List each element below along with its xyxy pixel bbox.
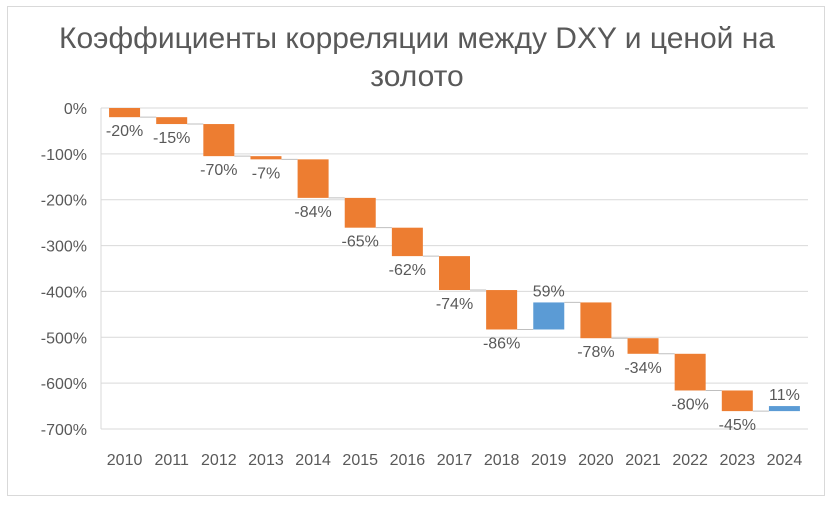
bar-2014 — [297, 159, 329, 198]
x-tick-label: 2012 — [201, 452, 237, 469]
bar-2023 — [721, 390, 753, 412]
x-tick-label: 2013 — [248, 452, 284, 469]
data-label: -45% — [719, 417, 756, 434]
data-label: -7% — [252, 165, 280, 182]
bar-2021 — [627, 338, 659, 354]
data-label: -80% — [671, 396, 708, 413]
data-label: -70% — [200, 162, 237, 179]
x-tick-label: 2011 — [154, 452, 189, 469]
bar-2024 — [768, 406, 800, 412]
x-tick-label: 2020 — [578, 452, 614, 469]
y-tick-label: 0% — [64, 101, 87, 118]
x-tick-label: 2016 — [390, 452, 426, 469]
data-label: -74% — [436, 296, 473, 313]
bar-2019 — [533, 302, 565, 330]
x-tick-label: 2023 — [720, 452, 756, 469]
bar-2013 — [250, 156, 282, 160]
bar-2018 — [486, 290, 518, 330]
bar-2017 — [439, 256, 470, 291]
x-tick-label: 2014 — [295, 452, 331, 469]
x-tick-label: 2010 — [107, 452, 143, 469]
chart-title: Коэффициенты корреляции между DXY и цено… — [0, 20, 834, 96]
data-label: -86% — [483, 335, 520, 352]
bar-2016 — [391, 227, 423, 257]
x-tick-label: 2024 — [767, 452, 803, 469]
x-tick-label: 2015 — [342, 452, 378, 469]
x-tick-label: 2022 — [672, 452, 708, 469]
chart-title-line-1: Коэффициенты корреляции между DXY и цено… — [59, 22, 775, 55]
bar-2010 — [109, 108, 141, 118]
data-label: 11% — [769, 387, 800, 404]
bar-2012 — [203, 124, 235, 157]
chart-title-line-2: золото — [370, 60, 464, 93]
bar-2015 — [344, 197, 376, 228]
bar-2020 — [580, 302, 612, 339]
data-label: -65% — [342, 234, 379, 251]
y-tick-label: -200% — [41, 193, 87, 210]
y-tick-label: -700% — [41, 422, 87, 439]
chart-frame — [7, 6, 825, 496]
y-tick-label: -300% — [41, 239, 87, 256]
x-tick-label: 2019 — [531, 452, 567, 469]
y-tick-label: -100% — [41, 147, 87, 164]
data-label: -62% — [389, 262, 426, 279]
y-tick-label: -500% — [41, 330, 87, 347]
data-label: 59% — [533, 283, 565, 300]
bar-2022 — [674, 353, 706, 391]
data-label: -34% — [624, 360, 661, 377]
data-label: -78% — [577, 344, 614, 361]
x-tick-label: 2017 — [437, 452, 473, 469]
x-tick-label: 2018 — [484, 452, 520, 469]
y-tick-label: -400% — [41, 284, 87, 301]
data-label: -15% — [153, 130, 190, 147]
data-label: -84% — [294, 204, 331, 221]
bar-2011 — [156, 117, 188, 125]
x-tick-label: 2021 — [625, 452, 661, 469]
data-label: -20% — [106, 123, 143, 140]
y-tick-label: -600% — [41, 376, 87, 393]
